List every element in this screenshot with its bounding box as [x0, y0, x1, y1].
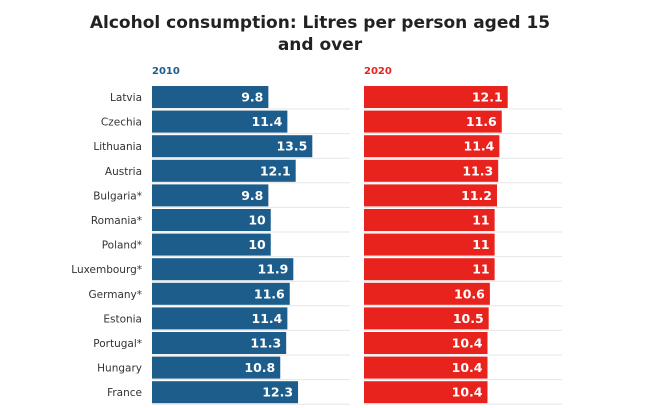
bar-2020	[364, 135, 500, 158]
bar-2020	[364, 184, 497, 207]
series-label-2020: 2020	[364, 66, 392, 77]
value-label-2020: 11.6	[466, 114, 497, 129]
bar-2020	[364, 110, 502, 133]
value-label-2010: 11.4	[252, 114, 283, 129]
bar-2010	[152, 209, 271, 231]
bar-2010	[152, 356, 281, 379]
value-label-2010: 10	[248, 237, 266, 252]
value-label-2010: 9.8	[241, 188, 263, 203]
series-label-2010: 2010	[152, 66, 180, 77]
bar-2010	[152, 282, 290, 305]
value-label-2020: 10.6	[454, 286, 485, 301]
category-label: Portugal*	[93, 338, 142, 350]
category-label: Luxembourg*	[71, 264, 142, 276]
bar-2010	[152, 184, 269, 207]
value-label-2010: 11.6	[254, 286, 285, 301]
category-label: Latvia	[110, 92, 142, 104]
value-label-2020: 11	[472, 237, 489, 252]
bar-2010	[152, 381, 299, 404]
bar-2010	[152, 110, 288, 133]
value-label-2020: 11.2	[461, 188, 492, 203]
bar-2010	[152, 258, 294, 281]
category-label: Lithuania	[93, 141, 142, 153]
bar-2010	[152, 135, 313, 158]
category-label: Austria	[105, 166, 142, 178]
value-label-2020: 11.3	[462, 163, 493, 178]
value-label-2010: 9.8	[241, 90, 263, 105]
category-label: Bulgaria*	[93, 190, 142, 202]
bar-2020	[364, 381, 488, 404]
category-label: Estonia	[103, 313, 142, 325]
bar-2020	[364, 159, 499, 182]
value-label-2010: 11.9	[257, 262, 288, 277]
bar-2020	[364, 332, 488, 354]
value-label-2010: 12.3	[262, 385, 293, 400]
value-label-2010: 10.8	[244, 360, 275, 375]
bar-2020	[364, 356, 488, 379]
value-label-2010: 11.4	[252, 311, 283, 326]
bar-2020	[364, 233, 495, 256]
bar-2010	[152, 233, 271, 256]
category-label: Hungary	[97, 363, 142, 375]
value-label-2020: 11	[472, 213, 489, 228]
value-label-2020: 10.4	[452, 336, 483, 351]
value-label-2020: 10.4	[452, 360, 483, 375]
value-label-2010: 10	[248, 213, 266, 228]
bar-2010	[152, 307, 288, 330]
bar-2010	[152, 159, 296, 182]
bar-2020	[364, 282, 490, 305]
bar-2010	[152, 86, 269, 108]
value-label-2020: 11.4	[464, 139, 495, 154]
chart-title: Alcohol consumption: Litres per person a…	[89, 13, 551, 55]
category-label: Germany*	[88, 289, 142, 301]
value-label-2020: 11	[472, 262, 489, 277]
value-label-2020: 10.4	[452, 385, 483, 400]
value-label-2010: 11.3	[250, 336, 281, 351]
value-label-2010: 12.1	[260, 163, 291, 178]
category-label: Poland*	[102, 240, 142, 252]
category-label: Czechia	[101, 117, 142, 129]
value-label-2010: 13.5	[276, 139, 307, 154]
value-label-2020: 12.1	[472, 90, 503, 105]
bar-2020	[364, 258, 495, 281]
category-label: France	[107, 387, 142, 399]
bar-2010	[152, 332, 287, 354]
bar-2020	[364, 209, 495, 231]
bar-2020	[364, 86, 508, 108]
category-label: Romania*	[91, 215, 142, 227]
bar-2020	[364, 307, 489, 330]
value-label-2020: 10.5	[453, 311, 484, 326]
